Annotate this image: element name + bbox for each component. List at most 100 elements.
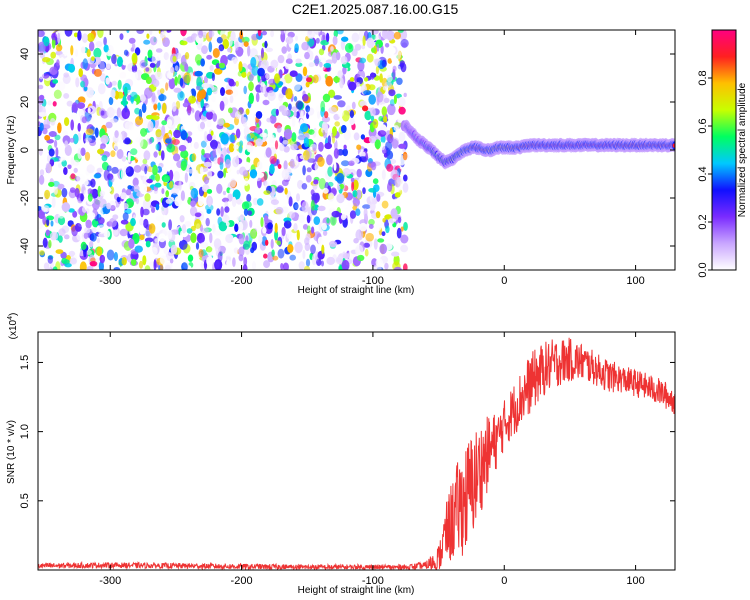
spectrogram-noise-blob <box>161 174 171 183</box>
spectrogram-noise-blob <box>320 100 326 112</box>
spectrogram-noise-blob <box>252 197 259 206</box>
spectrogram-noise-blob <box>148 137 153 145</box>
spectrogram-noise-blob <box>68 250 76 257</box>
spectrogram-noise-blob <box>274 222 278 234</box>
spectrogram-noise-blob <box>246 193 252 203</box>
spectrogram-noise-blob <box>161 125 166 137</box>
spectrogram-noise-blob <box>402 151 408 161</box>
spectrogram-noise-blob <box>371 47 377 53</box>
spectrogram-noise-blob <box>212 48 220 58</box>
spectrogram-noise-blob <box>269 114 277 124</box>
spectrogram-noise-blob <box>250 57 257 68</box>
spectrogram-noise-blob <box>107 173 114 181</box>
spectrogram-noise-blob <box>103 44 109 53</box>
spectrogram-cells <box>38 30 675 270</box>
spectrogram-noise-blob <box>99 61 105 73</box>
spectrogram-noise-blob <box>351 48 358 57</box>
spectrogram-noise-blob <box>97 148 105 155</box>
spectrogram-noise-blob <box>70 45 74 56</box>
spectrogram-noise-blob <box>372 178 379 185</box>
spectrogram-noise-blob <box>313 179 319 185</box>
spectrogram-noise-blob <box>307 158 316 163</box>
spectrogram-noise-blob <box>334 121 341 127</box>
spectrogram-noise-blob <box>83 189 89 196</box>
spectrogram-noise-blob <box>359 222 368 232</box>
spectrogram-noise-blob <box>387 182 393 193</box>
spectrogram-noise-blob <box>215 148 222 156</box>
spectrogram-noise-blob <box>355 82 361 87</box>
spectrogram-noise-blob <box>165 190 169 198</box>
spectrogram-noise-blob <box>365 178 374 183</box>
x-tick-label: 0 <box>501 275 507 287</box>
spectrogram-noise-blob <box>324 122 329 134</box>
spectrogram-noise-blob <box>403 263 408 270</box>
spectrogram-noise-blob <box>151 247 158 256</box>
spectrogram-noise-blob <box>333 95 343 100</box>
spectrogram-noise-blob <box>144 265 151 270</box>
spectrogram-noise-blob <box>287 244 294 253</box>
spectrogram-noise-blob <box>168 77 176 90</box>
spectrogram-noise-blob <box>258 234 263 244</box>
spectrogram-noise-blob <box>322 230 328 236</box>
spectrogram-noise-blob <box>276 240 281 246</box>
x-tick-label: -300 <box>99 575 121 587</box>
spectrogram-plot-area <box>38 30 675 270</box>
spectrogram-noise-blob <box>328 89 336 98</box>
spectrogram-noise-blob <box>89 41 95 52</box>
spectrogram-noise-blob <box>265 73 270 79</box>
spectrogram-noise-blob <box>281 46 287 54</box>
spectrogram-noise-blob <box>362 105 369 112</box>
spectrogram-noise-blob <box>227 47 232 53</box>
spectrogram-noise-blob <box>184 221 192 227</box>
spectrogram-noise-blob <box>203 75 208 84</box>
spectrogram-noise-blob <box>133 184 140 193</box>
spectrogram-noise-blob <box>246 156 251 164</box>
spectrogram-noise-blob <box>68 208 75 213</box>
spectrogram-noise-blob <box>340 55 348 65</box>
spectrogram-noise-blob <box>327 166 333 177</box>
spectrogram-noise-blob <box>216 183 223 194</box>
spectrogram-noise-blob <box>186 104 192 116</box>
spectrogram-noise-blob <box>146 114 154 120</box>
spectrogram-noise-blob <box>105 77 110 85</box>
spectrogram-noise-blob <box>363 207 368 218</box>
spectrogram-noise-blob <box>393 31 401 40</box>
spectrogram-noise-blob <box>119 228 128 237</box>
spectrogram-noise-blob <box>351 181 355 192</box>
spectrogram-noise-blob <box>155 203 160 211</box>
spectrogram-noise-blob <box>349 77 355 82</box>
spectrogram-noise-blob <box>179 230 184 242</box>
spectrogram-noise-blob <box>327 135 331 145</box>
spectrogram-noise-blob <box>376 193 381 202</box>
snr-panel: -300 -200 -100 0 100 0.5 1.0 1.5 Height of str… <box>6 313 676 596</box>
spectrogram-noise-blob <box>135 197 140 205</box>
spectrogram-noise-blob <box>121 107 130 119</box>
spectrogram-noise-blob <box>225 248 233 257</box>
spectrogram-noise-blob <box>208 41 213 53</box>
spectrogram-noise-blob <box>393 125 399 132</box>
spectrogram-noise-blob <box>57 184 62 191</box>
spectrogram-noise-blob <box>257 67 265 77</box>
spectrogram-y-ticks: -40 -20 0 20 40 <box>19 48 675 254</box>
spectrogram-noise-blob <box>375 211 381 219</box>
spectrogram-noise-blob <box>333 161 337 171</box>
spectrogram-noise-blob <box>163 158 168 167</box>
spectrogram-noise-blob <box>169 258 174 264</box>
colorbar-tick-label: 0.8 <box>697 70 709 85</box>
spectrogram-noise-blob <box>384 81 393 88</box>
spectrogram-noise-blob <box>51 32 58 41</box>
snr-y-ticks: 0.5 1.0 1.5 <box>19 355 675 508</box>
spectrogram-noise-blob <box>42 124 51 130</box>
spectrogram-noise-blob <box>52 101 57 107</box>
spectrogram-noise-blob <box>180 30 187 37</box>
spectrogram-noise-blob <box>143 150 151 161</box>
y-tick-label: 0 <box>19 147 31 153</box>
spectrogram-noise-blob <box>313 30 322 33</box>
spectrogram-noise-blob <box>183 72 192 84</box>
spectrogram-noise-blob <box>364 248 369 257</box>
spectrogram-noise-blob <box>206 87 213 96</box>
spectrogram-noise-blob <box>144 165 148 175</box>
spectrogram-noise-blob <box>224 206 230 213</box>
spectrogram-noise-blob <box>161 150 165 161</box>
spectrogram-noise-blob <box>230 89 239 97</box>
